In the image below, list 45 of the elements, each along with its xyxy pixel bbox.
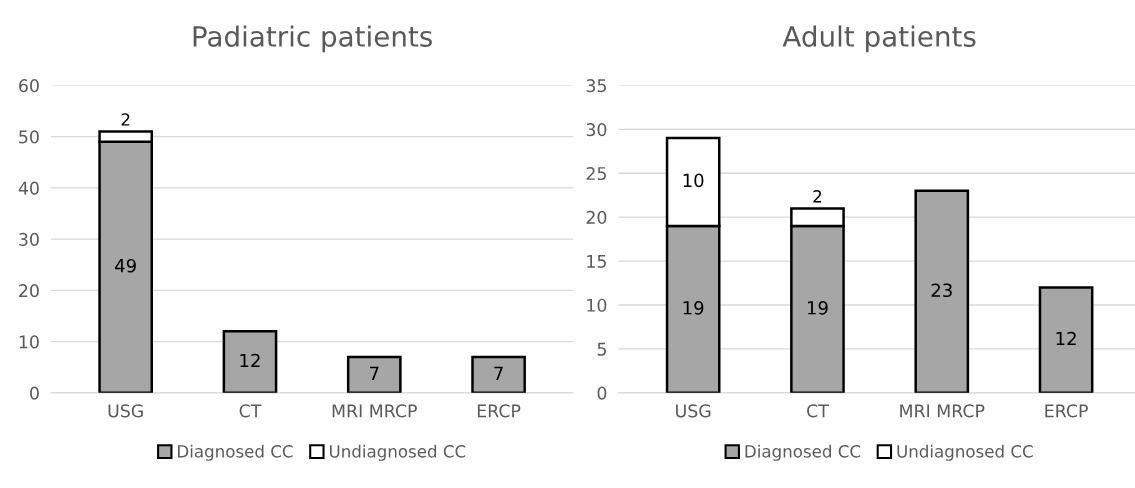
y-tick-label: 50 xyxy=(19,130,39,144)
x-tick-label: CT xyxy=(239,404,262,418)
x-tick-label: ERCP xyxy=(1045,404,1088,418)
chart-title: Adult patients xyxy=(782,25,976,53)
y-tick-label: 30 xyxy=(586,123,607,137)
chart-title: Padiatric patients xyxy=(193,25,432,53)
y-tick-label: 40 xyxy=(18,181,39,195)
legend-label: Undiagnosed CC xyxy=(897,444,1033,461)
data-label: 19 xyxy=(683,300,704,315)
y-tick-label: 5 xyxy=(597,342,606,356)
y-tick-label: 60 xyxy=(19,79,39,93)
y-tick-label: 10 xyxy=(19,335,39,349)
x-tick-label: MRI MRCP xyxy=(332,404,417,418)
y-tick-label: 20 xyxy=(19,284,39,298)
y-tick-label: 15 xyxy=(587,255,606,268)
data-label: 19 xyxy=(807,300,828,315)
y-tick-label: 25 xyxy=(586,166,606,181)
bar xyxy=(1038,286,1094,393)
data-label: 2 xyxy=(813,190,822,203)
data-label: 7 xyxy=(494,366,503,380)
bar xyxy=(471,355,526,393)
data-label: 7 xyxy=(370,366,379,380)
x-tick-label: USG xyxy=(108,404,143,418)
x-tick-label: CT xyxy=(807,404,829,418)
data-label: 12 xyxy=(240,353,260,368)
y-tick-label: 30 xyxy=(19,232,39,246)
bar xyxy=(346,355,402,393)
data-label: 49 xyxy=(115,258,136,273)
y-tick-label: 10 xyxy=(587,298,607,312)
legend-label: Diagnosed CC xyxy=(178,444,293,461)
data-label: 2 xyxy=(121,113,130,126)
bar xyxy=(914,189,970,393)
data-label: 10 xyxy=(683,173,704,188)
x-tick-label: USG xyxy=(676,404,711,418)
legend-label: Diagnosed CC xyxy=(745,444,861,461)
bar xyxy=(222,330,278,393)
x-tick-label: MRI MRCP xyxy=(900,404,985,418)
data-label: 23 xyxy=(931,283,952,298)
x-tick-label: ERCP xyxy=(477,404,521,418)
y-tick-label: 20 xyxy=(586,210,607,224)
y-tick-label: 35 xyxy=(586,79,606,93)
data-label: 12 xyxy=(1056,331,1076,346)
y-tick-label: 0 xyxy=(30,386,39,400)
legend-label: Undiagnosed CC xyxy=(329,444,466,461)
y-tick-label: 0 xyxy=(597,386,607,400)
